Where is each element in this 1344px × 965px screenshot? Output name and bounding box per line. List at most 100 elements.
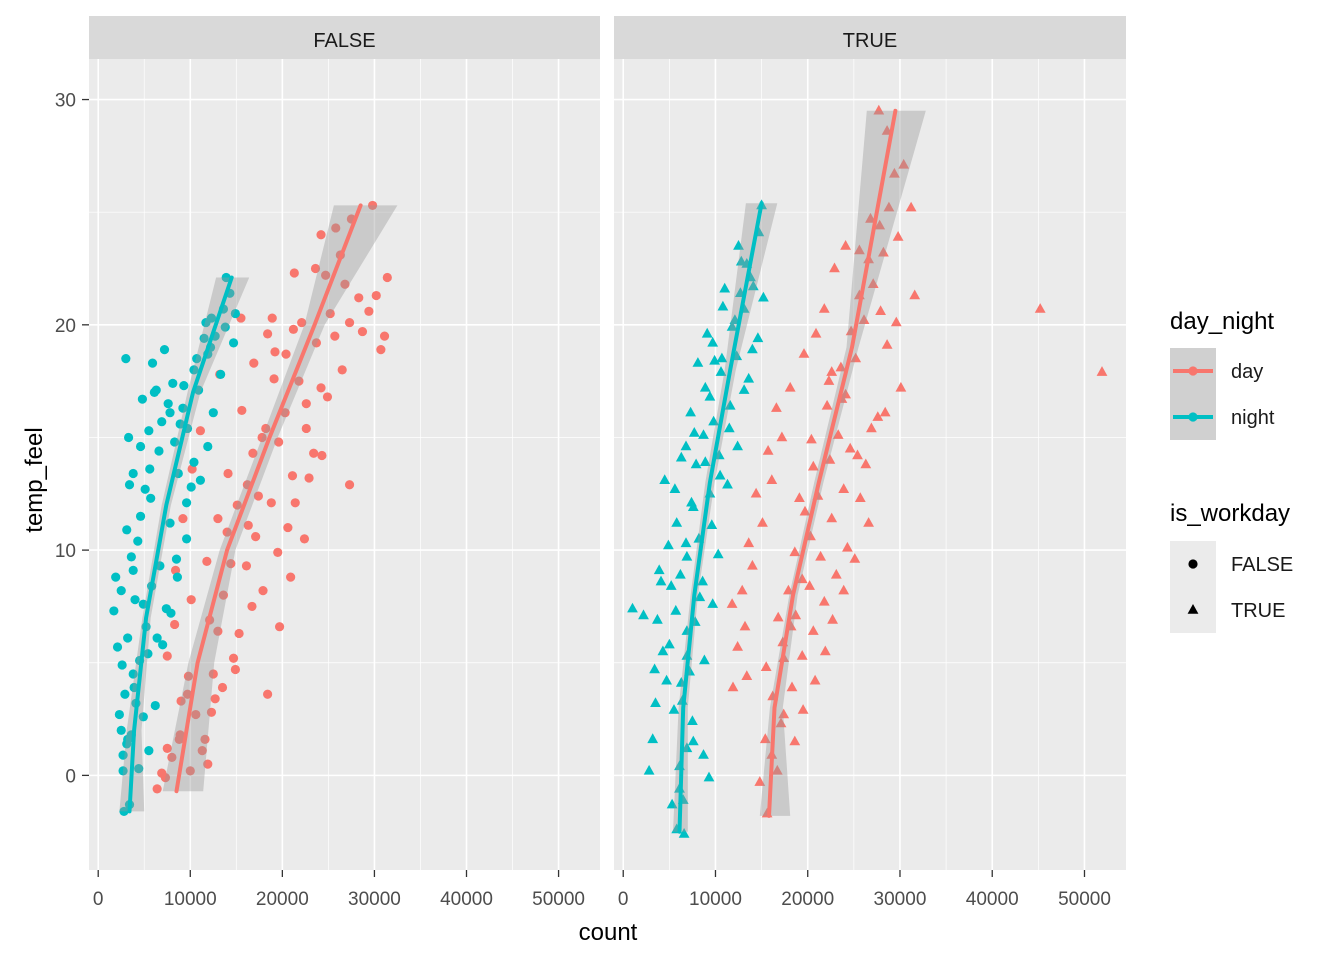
data-point-night: [134, 764, 144, 774]
data-point-night: [199, 333, 209, 343]
x-tick-label: 20000: [781, 889, 834, 910]
data-point-day: [247, 601, 257, 612]
data-point-day: [806, 433, 817, 444]
data-point-night: [157, 417, 167, 427]
data-point-day: [274, 437, 284, 447]
data-point-day: [797, 704, 809, 714]
data-point-night: [128, 565, 138, 575]
data-point-day: [726, 598, 738, 608]
data-point-day: [890, 316, 902, 327]
series-day-false: [152, 200, 392, 794]
data-point-night: [659, 474, 671, 484]
data-point-day: [815, 550, 826, 561]
data-point-day: [790, 609, 802, 620]
data-point-night: [119, 806, 129, 817]
data-point-night: [135, 511, 146, 521]
data-point-night: [699, 381, 711, 392]
data-point-day: [909, 289, 921, 300]
data-point-night: [675, 568, 686, 579]
data-point-night: [653, 564, 665, 575]
x-tick-label: 0: [93, 889, 104, 910]
data-point-day: [881, 339, 893, 349]
data-point-day: [344, 480, 355, 490]
data-point-night: [135, 441, 146, 452]
data-point-night: [697, 575, 708, 586]
data-point-day: [762, 445, 774, 455]
data-point-night: [158, 640, 168, 650]
data-point-night: [189, 365, 199, 375]
data-point-day: [865, 212, 876, 223]
data-point-night: [122, 525, 132, 535]
data-point-day: [382, 272, 392, 283]
data-point-day: [178, 513, 188, 524]
data-point-day: [258, 586, 268, 596]
data-point-night: [220, 322, 230, 332]
data-point-day: [182, 689, 193, 699]
data-point-night: [738, 384, 750, 394]
data-point-night: [121, 354, 131, 364]
data-point-night: [717, 300, 729, 311]
data-point-night: [118, 766, 128, 776]
data-point-day: [743, 537, 755, 548]
data-point-day: [835, 361, 847, 372]
data-point-night: [699, 654, 710, 665]
data-point-day: [883, 201, 895, 212]
data-point-day: [771, 402, 782, 412]
data-point-night: [733, 240, 744, 250]
data-point-day: [317, 450, 327, 461]
data-point-day: [818, 303, 830, 313]
data-point-day: [283, 522, 293, 533]
data-point-day: [867, 278, 879, 288]
data-point-day: [829, 262, 840, 273]
data-point-day: [832, 429, 844, 439]
data-point-day: [340, 279, 350, 289]
data-point-day: [316, 230, 326, 240]
facet-strip: [614, 16, 1126, 59]
data-point-day: [854, 244, 865, 255]
data-point-night: [144, 426, 154, 436]
data-point-day: [783, 584, 794, 595]
data-point-day: [208, 669, 218, 679]
data-point-day: [739, 620, 751, 631]
data-point-night: [747, 343, 758, 354]
confidence-band-day: [759, 110, 926, 816]
legend-shape-title: is_workday: [1170, 500, 1290, 527]
data-point-day: [267, 313, 277, 323]
data-point-day: [263, 329, 273, 339]
data-point-day: [371, 290, 381, 301]
data-point-night: [133, 536, 143, 546]
data-point-night: [709, 354, 720, 365]
data-point-day: [243, 520, 253, 530]
data-point-day: [200, 734, 210, 744]
data-point-day: [309, 448, 319, 458]
data-point-night: [118, 750, 128, 760]
data-point-day: [213, 513, 223, 524]
x-tick-label: 50000: [532, 889, 585, 910]
data-point-night: [144, 746, 154, 756]
data-point-night: [703, 771, 715, 782]
data-point-night: [690, 458, 702, 469]
data-point-night: [681, 742, 693, 753]
data-point-day: [810, 327, 822, 338]
data-point-night: [163, 399, 173, 409]
data-point-day: [818, 595, 830, 606]
data-point-night: [179, 381, 189, 391]
data-point-night: [138, 712, 148, 722]
smooth-line-day: [767, 108, 898, 818]
data-point-night: [655, 575, 667, 586]
data-point-night: [701, 327, 713, 338]
data-point-day: [222, 527, 232, 537]
x-tick-label: 40000: [966, 889, 1019, 910]
data-point-day: [294, 376, 304, 386]
data-point-night: [681, 550, 693, 561]
facet-strip-label: TRUE: [843, 30, 897, 52]
data-point-day: [273, 547, 283, 557]
data-point-night: [664, 638, 675, 649]
data-point-day: [253, 491, 264, 501]
data-point-night: [716, 352, 728, 363]
facet-strip-label: FALSE: [313, 30, 375, 52]
data-point-day: [157, 768, 167, 778]
panels: FALSE TRUE: [89, 16, 1126, 870]
data-point-night: [694, 591, 706, 602]
